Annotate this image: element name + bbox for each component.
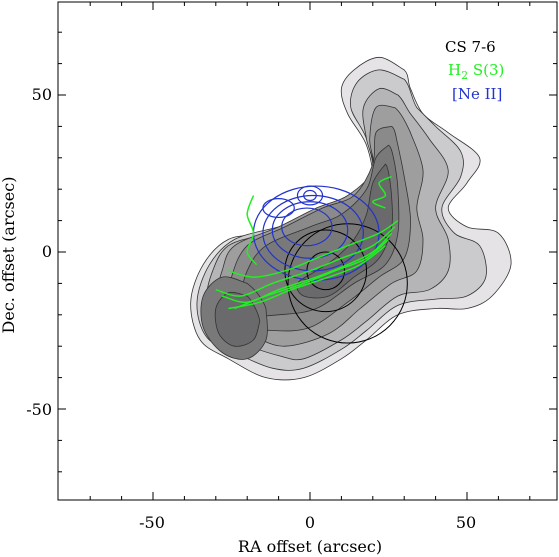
y-axis-title: Dec. offset (arcsec): [0, 177, 18, 334]
h2-contour: [221, 232, 393, 304]
y-tick-label: 0: [42, 242, 52, 261]
x-tick-label: -50: [139, 513, 165, 532]
legend: CS 7-6 H2 S(3) [Ne II]: [445, 38, 504, 103]
neii-contour: [271, 201, 349, 259]
legend-item-cs: CS 7-6: [445, 38, 496, 56]
x-axis-title: RA offset (arcsec): [238, 537, 382, 556]
h2-contour: [234, 238, 389, 310]
neii-contour: [303, 189, 317, 202]
y-tick-label: 50: [32, 85, 52, 104]
plot-frame: [57, 1, 558, 501]
h2-contour: [215, 226, 396, 297]
beam-circle: [287, 223, 408, 344]
neii-contour: [262, 194, 364, 272]
x-tick-label: 50: [456, 513, 476, 532]
h2-contour: [228, 245, 386, 310]
neii-contour: [262, 198, 295, 219]
legend-item-neii: [Ne II]: [452, 85, 502, 103]
h2-contour: [372, 175, 392, 209]
contour-layer: [190, 56, 512, 381]
h2-contour: [246, 195, 258, 266]
neii-contour: [281, 207, 333, 247]
x-tick-label: 0: [305, 513, 315, 532]
axis-ticks: [58, 2, 557, 500]
neii-contour: [296, 185, 324, 206]
y-tick-label: -50: [26, 400, 52, 419]
h2-contour: [228, 219, 399, 278]
legend-item-h2: H2 S(3): [448, 61, 504, 82]
